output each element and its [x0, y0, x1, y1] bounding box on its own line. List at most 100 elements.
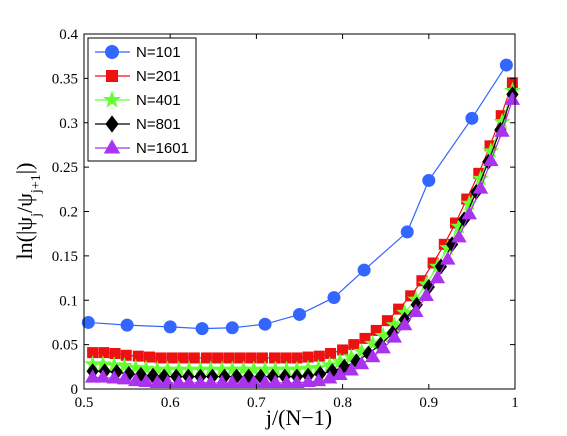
data-point — [386, 329, 403, 343]
y-tick-label: 0 — [71, 382, 79, 398]
data-point — [120, 349, 132, 361]
data-point — [325, 348, 337, 359]
series-layer — [81, 58, 521, 388]
data-point — [429, 269, 446, 284]
data-point — [280, 352, 292, 364]
data-point — [138, 373, 154, 388]
data-point — [353, 356, 370, 370]
legend-entry: N=101 — [95, 44, 181, 61]
data-point — [269, 352, 281, 364]
data-point — [159, 374, 176, 388]
data-point — [337, 344, 349, 356]
data-point — [257, 374, 273, 388]
y-tick-label: 0.25 — [52, 160, 78, 176]
data-point — [408, 303, 424, 317]
legend-entry: N=201 — [95, 68, 181, 85]
data-point — [258, 317, 272, 331]
data-point — [192, 374, 209, 388]
data-point — [163, 320, 177, 334]
data-point — [465, 111, 479, 125]
legend-label: N=101 — [136, 44, 181, 61]
data-point — [171, 374, 187, 388]
data-point — [106, 370, 122, 384]
data-point — [177, 352, 189, 364]
y-tick-label: 0.05 — [52, 338, 78, 354]
data-point — [375, 340, 391, 354]
series-n-1601 — [84, 91, 521, 388]
data-point — [246, 374, 262, 388]
series-line — [92, 90, 513, 371]
data-point — [155, 352, 167, 364]
y-axis-title-text: ln(|ψj/ψj+1|) — [12, 163, 44, 260]
data-point — [200, 352, 212, 364]
data-point — [348, 339, 360, 351]
data-point — [461, 206, 478, 220]
data-point — [116, 371, 133, 385]
data-point — [278, 374, 295, 388]
x-tick-label: 0.6 — [161, 395, 180, 411]
y-axis-title: ln(|ψj/ψj+1|) — [12, 163, 44, 260]
y-tick-label: 0.4 — [59, 27, 78, 43]
x-tick-label: 0.7 — [247, 395, 266, 411]
data-point — [289, 374, 305, 388]
data-point — [332, 366, 348, 380]
y-tick-label: 0.15 — [52, 249, 78, 265]
data-point — [235, 374, 252, 388]
data-point — [321, 370, 338, 384]
data-point — [203, 374, 219, 388]
data-point — [109, 348, 121, 359]
data-point — [504, 91, 521, 105]
data-point — [365, 348, 381, 363]
legend-marker — [105, 45, 119, 59]
legend-label: N=801 — [136, 116, 181, 133]
data-point — [451, 229, 467, 243]
data-point — [245, 352, 257, 364]
tick-layer: 0.5 0.6 0.7 0.8 0.9 1 0 0.05 0.1 0.15 0.2 0.25 0.3 0.… — [52, 27, 519, 411]
x-tick-label: 0.9 — [419, 395, 438, 411]
data-point — [381, 315, 393, 327]
data-point — [223, 352, 235, 364]
data-point — [144, 351, 156, 363]
data-point — [84, 369, 101, 383]
data-point — [310, 372, 327, 387]
data-point — [300, 373, 316, 388]
data-point — [359, 332, 371, 344]
series-n-101 — [81, 58, 513, 336]
data-point — [132, 350, 144, 362]
data-point — [234, 352, 246, 364]
x-axis-title: j/(N−1) — [265, 405, 332, 430]
data-point — [127, 358, 145, 376]
data-point — [188, 352, 200, 364]
x-tick-label: 0.5 — [75, 395, 94, 411]
data-point — [483, 152, 499, 167]
data-point — [195, 322, 209, 336]
legend-entry: N=1601 — [95, 139, 189, 157]
data-point — [370, 324, 382, 336]
data-point — [313, 350, 325, 362]
y-tick-label: 0.3 — [59, 116, 78, 132]
data-point — [115, 356, 134, 374]
x-tick-label: 0.8 — [333, 395, 352, 411]
data-point — [494, 123, 510, 137]
data-point — [224, 374, 240, 388]
legend-marker — [102, 90, 122, 108]
data-point — [357, 263, 371, 277]
legend-label: N=1601 — [136, 140, 189, 157]
data-point — [225, 321, 239, 335]
data-point — [396, 316, 413, 331]
y-tick-label: 0.35 — [52, 71, 78, 87]
legend-marker — [106, 70, 118, 82]
data-point — [166, 352, 178, 364]
legend: N=101 N=201 N=401 N=801 N=1601 — [87, 37, 197, 162]
data-point — [293, 307, 306, 321]
data-point — [214, 374, 230, 388]
data-point — [81, 315, 95, 329]
data-point — [149, 374, 165, 388]
data-point — [181, 374, 197, 388]
series-line — [92, 99, 513, 384]
legend-label: N=401 — [136, 92, 181, 109]
legend-entry: N=801 — [95, 115, 181, 133]
data-point — [327, 291, 341, 305]
